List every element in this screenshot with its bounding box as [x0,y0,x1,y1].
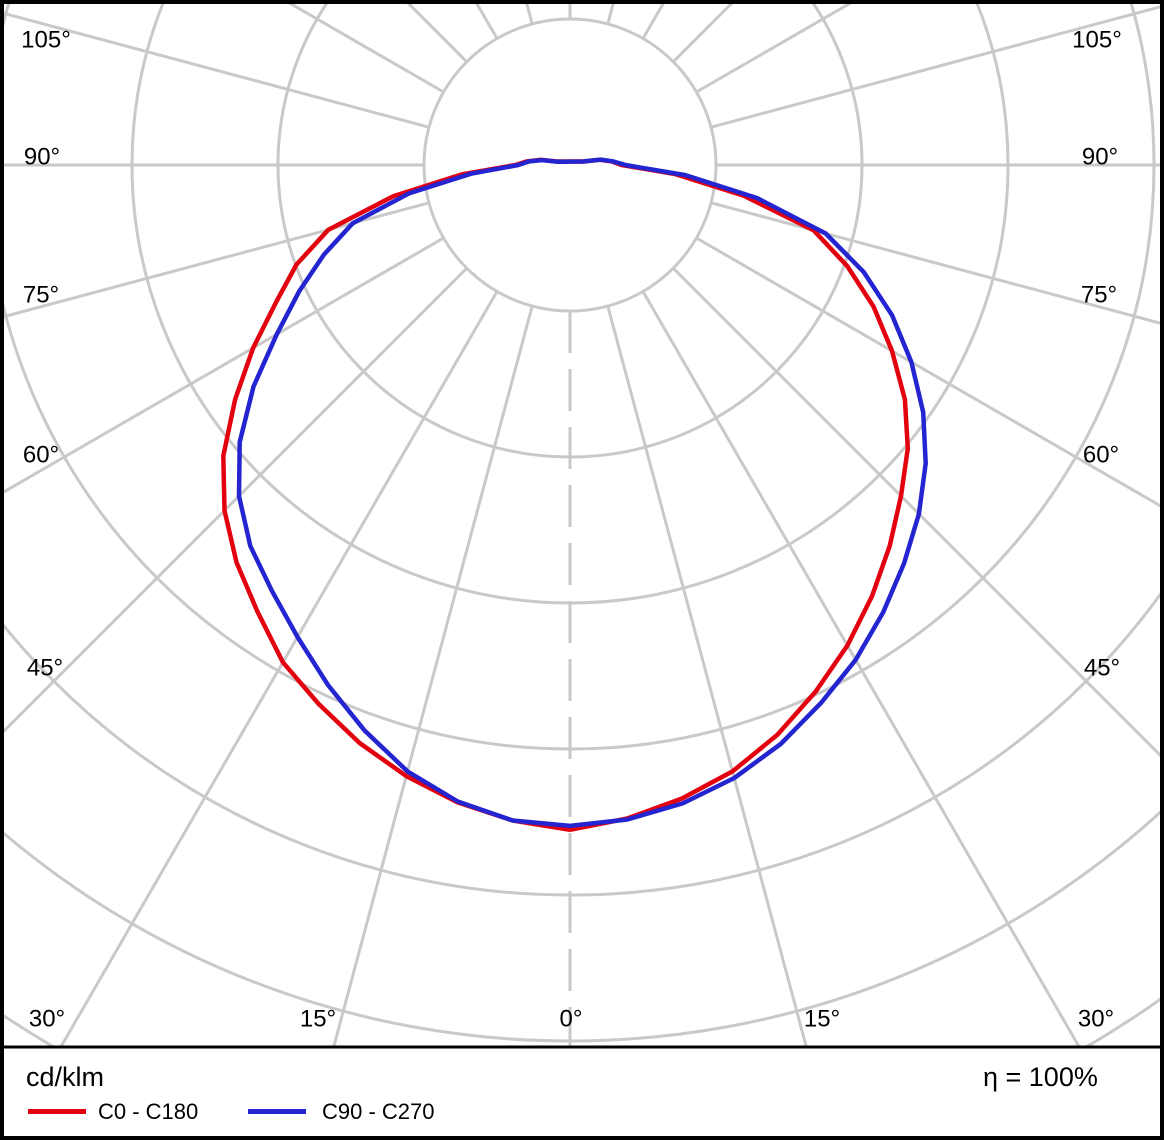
angle-label: 60° [23,442,59,469]
grid-ray [710,201,1164,326]
angle-label: 15° [804,1006,840,1033]
angle-label: 90° [24,144,60,171]
angle-label: 45° [1084,655,1120,682]
legend-swatch-c90-c270 [248,1109,306,1114]
grid-ray [695,236,1164,510]
grid-ray [606,305,808,1047]
angle-label: 60° [1083,442,1119,469]
angle-label: 75° [1081,282,1117,309]
curve-c90-c270 [236,157,928,829]
angle-label: 105° [1072,27,1122,54]
grid-ray [0,10,430,129]
grid-ray [59,290,499,1047]
grid-ray [641,290,1081,1047]
unit-label: cd/klm [26,1062,105,1092]
legend-swatch-c0-c180 [28,1109,86,1114]
angle-label: 75° [23,282,59,309]
angle-label: 45° [27,655,63,682]
grid-ray [0,236,445,496]
grid-ray [672,267,1164,762]
angle-label: 90° [1082,144,1118,171]
legend-label-c0-c180: C0 - C180 [98,1099,199,1124]
grid-ray [332,305,534,1047]
grid-ray [0,267,468,738]
grid-ray [710,4,1164,129]
grid-ray [0,201,430,320]
legend-label-c90-c270: C90 - C270 [322,1099,435,1124]
angle-label: 30° [29,1006,65,1033]
angle-label: 0° [560,1006,583,1033]
light-output-ratio-label: η = 100% [983,1062,1098,1092]
angle-label: 15° [300,1006,336,1033]
angle-label: 30° [1078,1006,1114,1033]
angle-label: 105° [21,27,71,54]
